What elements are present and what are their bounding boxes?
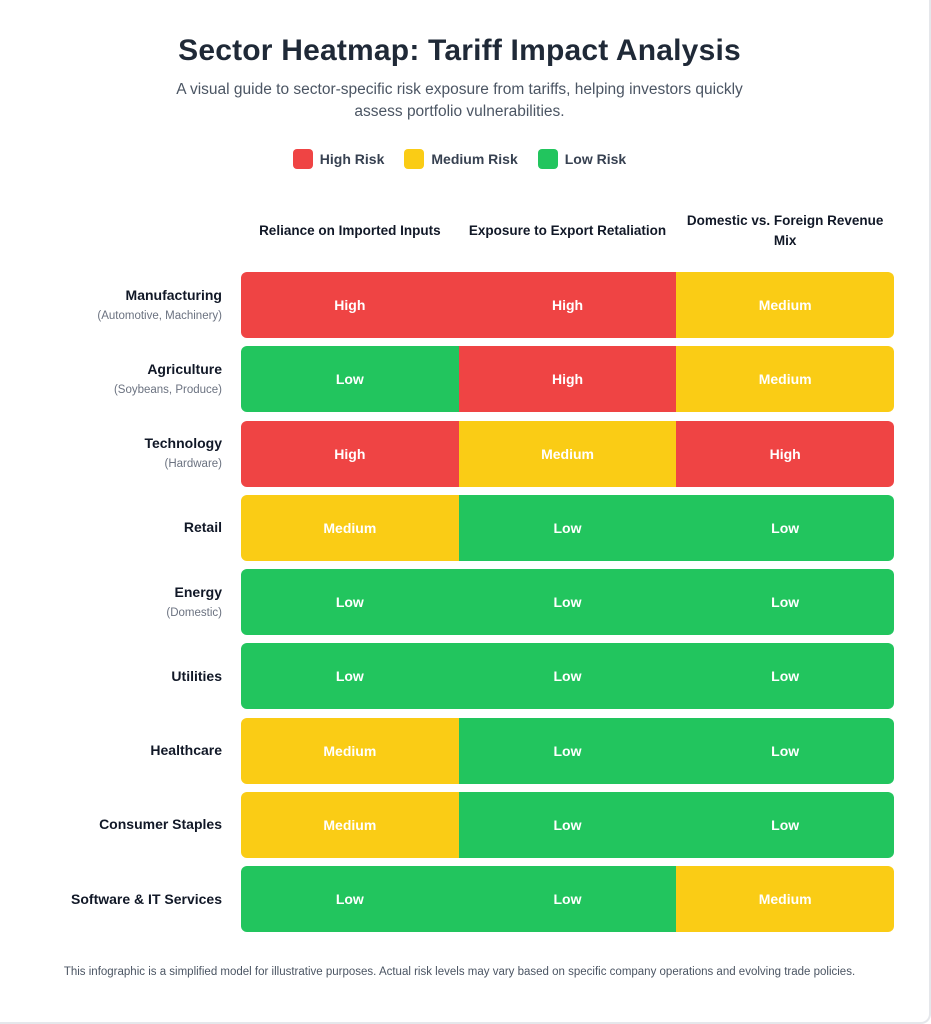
column-header: Reliance on Imported Inputs bbox=[259, 223, 441, 238]
heatmap-cell: Medium bbox=[458, 420, 677, 487]
heatmap-cell: High bbox=[458, 272, 677, 338]
heatmap-cell: High bbox=[241, 420, 459, 487]
heatmap-cell: Low bbox=[241, 866, 459, 932]
sector-name: Manufacturing bbox=[125, 286, 222, 303]
heatmap-row: Medium Low Low bbox=[241, 494, 894, 561]
heatmap-cell: High bbox=[241, 272, 459, 338]
sector-name: Energy bbox=[174, 583, 222, 600]
heatmap-row: Medium Low Low bbox=[241, 791, 894, 858]
sector-name: Retail bbox=[183, 519, 222, 536]
row-label: Agriculture (Soybeans, Produce) bbox=[2, 346, 222, 412]
legend-label: Medium Risk bbox=[431, 151, 518, 167]
heatmap-cell: Medium bbox=[241, 494, 459, 561]
legend-label: High Risk bbox=[319, 151, 385, 167]
heatmap-cell: Low bbox=[676, 569, 894, 635]
heatmap-cell: Low bbox=[458, 643, 677, 710]
sector-name: Utilities bbox=[171, 667, 222, 684]
heatmap-cell: Low bbox=[676, 494, 894, 561]
row-label: Healthcare bbox=[2, 718, 222, 784]
heatmap-cell: Low bbox=[676, 791, 894, 858]
column-header: Domestic vs. Foreign Revenue Mix bbox=[686, 213, 884, 248]
heatmap-cell: Low bbox=[676, 643, 894, 710]
sector-detail: (Hardware) bbox=[164, 458, 222, 470]
row-label: Technology (Hardware) bbox=[2, 421, 222, 487]
legend-item-low: Low Risk bbox=[537, 149, 627, 169]
legend-swatch-low bbox=[537, 149, 558, 169]
legend-label: Low Risk bbox=[564, 151, 627, 167]
heatmap-cell: Low bbox=[458, 569, 677, 635]
heatmap-cell: High bbox=[458, 346, 677, 413]
heatmap-cell: Low bbox=[458, 866, 677, 932]
heatmap-cell: Low bbox=[458, 791, 677, 858]
heatmap-row: High High Medium bbox=[241, 272, 894, 338]
sector-detail: (Automotive, Machinery) bbox=[97, 309, 222, 322]
legend-item-medium: Medium Risk bbox=[404, 149, 518, 169]
heatmap-cell: Medium bbox=[676, 272, 894, 338]
heatmap-cell: Low bbox=[676, 717, 894, 784]
heatmap-row: Low High Medium bbox=[241, 346, 894, 413]
heatmap-cell: Medium bbox=[676, 866, 894, 932]
legend-swatch-high bbox=[292, 149, 313, 169]
heatmap-row: High Medium High bbox=[241, 420, 894, 487]
sector-detail: (Soybeans, Produce) bbox=[113, 383, 222, 396]
heatmap-cell: Low bbox=[241, 643, 459, 710]
column-header: Exposure to Export Retaliation bbox=[468, 223, 667, 238]
row-label: Retail bbox=[2, 495, 222, 561]
heatmap-cell: Low bbox=[241, 346, 459, 413]
row-label: Manufacturing (Automotive, Machinery) bbox=[2, 272, 222, 338]
sector-name: Consumer Staples bbox=[99, 816, 222, 833]
row-label: Consumer Staples bbox=[2, 792, 222, 858]
heatmap-cell: Medium bbox=[241, 717, 459, 784]
heatmap-cell: Low bbox=[458, 494, 677, 561]
sector-name: Technology bbox=[144, 435, 222, 451]
row-label: Utilities bbox=[2, 643, 222, 709]
legend-swatch-medium bbox=[404, 149, 425, 169]
heatmap-row: Low Low Medium bbox=[241, 866, 894, 932]
heatmap-cell: Medium bbox=[676, 346, 894, 413]
heatmap-row: Medium Low Low bbox=[241, 717, 894, 784]
sector-name: Software & IT Services bbox=[71, 890, 222, 907]
heatmap-cell: Low bbox=[241, 569, 459, 635]
heatmap-cell: Medium bbox=[241, 791, 459, 858]
legend-item-high: High Risk bbox=[292, 149, 385, 169]
page-subtitle: A visual guide to sector-specific risk e… bbox=[176, 81, 743, 120]
row-label: Software & IT Services bbox=[2, 866, 222, 932]
sector-name: Agriculture bbox=[147, 360, 222, 377]
heatmap-row: Low Low Low bbox=[241, 643, 894, 710]
sector-name: Healthcare bbox=[150, 742, 222, 758]
sector-detail: (Domestic) bbox=[166, 606, 222, 619]
page-title: Sector Heatmap: Tariff Impact Analysis bbox=[178, 34, 741, 67]
heatmap-cell: Low bbox=[458, 717, 677, 784]
heatmap-cell: High bbox=[676, 420, 894, 487]
heatmap-row: Low Low Low bbox=[241, 569, 894, 635]
legend: High Risk Medium Risk Low Risk bbox=[0, 149, 919, 169]
footer-note: This infographic is a simplified model f… bbox=[63, 966, 856, 978]
row-label: Energy (Domestic) bbox=[2, 569, 222, 635]
